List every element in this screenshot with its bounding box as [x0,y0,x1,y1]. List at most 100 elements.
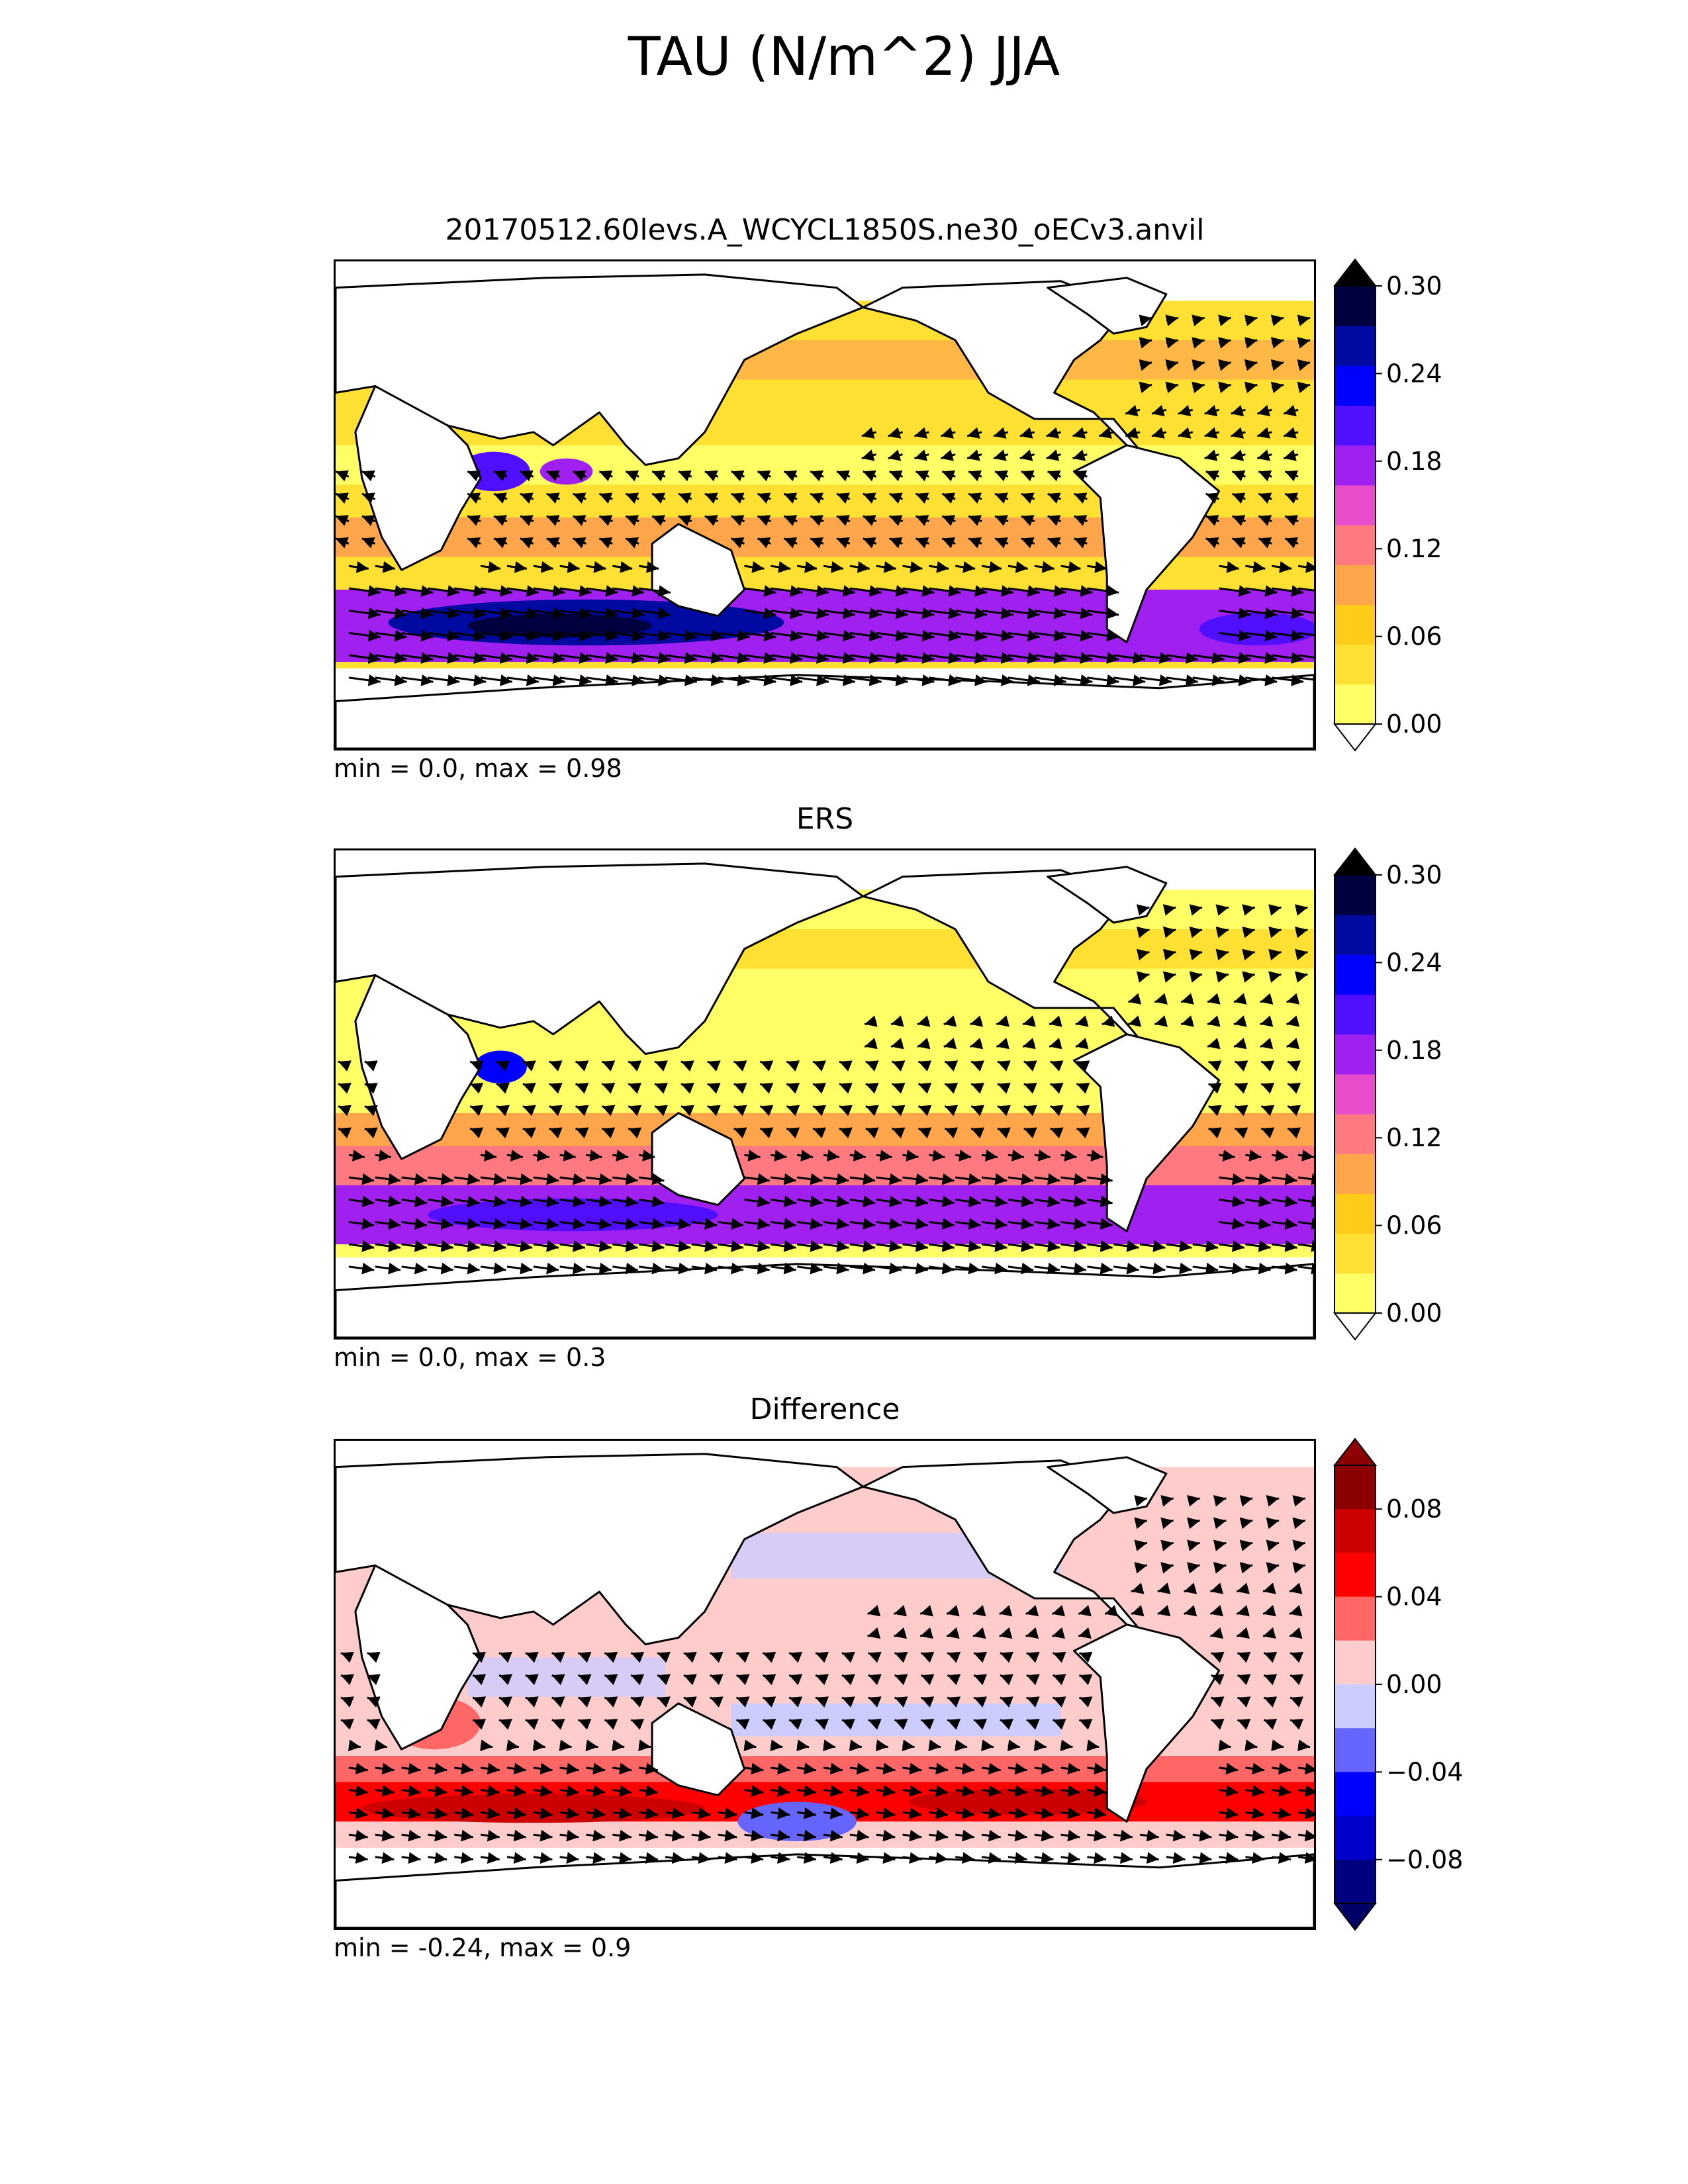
wind-arrow [1237,1651,1251,1663]
panel-title-diff: Difference [749,1392,900,1426]
wind-arrow [454,629,487,642]
wind-arrow [955,629,988,642]
wind-arrow [625,470,639,482]
wind-arrow [1297,676,1314,681]
wind-arrow [498,1696,512,1707]
wind-arrow [454,1785,474,1797]
wind-arrow [559,1262,586,1275]
wind-arrow [940,427,956,439]
wind-arrow [532,1739,545,1752]
wind-arrow [894,1696,908,1707]
wind-arrow [744,1240,770,1252]
wind-arrow [1050,1127,1064,1139]
wind-arrow [876,1785,896,1797]
wind-arrow [454,1807,474,1819]
wind-arrow [929,629,961,642]
wind-arrow [604,1696,618,1707]
wind-arrow [823,652,856,664]
wind-arrow [428,1829,447,1842]
wind-arrow [1165,359,1179,371]
wind-arrow [1189,948,1203,961]
wind-arrow [577,1696,592,1707]
wind-arrow [1297,359,1311,371]
wind-arrow [522,1083,536,1094]
wind-arrow [744,1807,764,1819]
wind-arrow [876,629,908,642]
wind-arrow [375,1195,401,1208]
wind-arrow [525,1651,539,1663]
wind-arrow [1087,1240,1113,1252]
wind-arrow [520,492,534,504]
wind-arrow [1160,1562,1174,1574]
wind-arrow [1162,948,1176,961]
wind-arrow [559,1807,579,1819]
wind-arrow [1034,1150,1051,1161]
wind-arrow [771,1240,796,1252]
wind-arrow [1272,1262,1297,1275]
wind-arrow [841,1696,855,1707]
wind-arrow [493,537,508,549]
wind-arrow [733,1083,747,1094]
wind-arrow [1034,1173,1060,1185]
wind-arrow [1008,629,1040,642]
wind-arrow [1262,1582,1276,1594]
wind-arrow [572,470,587,482]
wind-arrow [1189,904,1203,916]
wind-arrow [480,1829,500,1842]
wind-arrow [1233,993,1247,1005]
wind-arrow [598,537,613,549]
wind-arrow [876,1852,896,1864]
colorbar-over-triangle [1333,1437,1378,1466]
wind-arrow [533,1852,553,1864]
wind-arrow [762,1674,776,1686]
colorbar-tick-label: 0.00 [1386,1670,1442,1699]
wind-arrow [1113,1852,1133,1864]
wind-arrow [1231,427,1246,439]
wind-arrow [915,492,929,504]
wind-arrow [841,1674,855,1686]
wind-arrow [1292,1539,1306,1551]
wind-arrow [929,607,961,619]
wind-arrow [1219,1240,1245,1252]
wind-arrow [867,1627,881,1639]
wind-arrow [994,470,1009,482]
wind-arrow [849,585,882,597]
wind-arrow [1034,629,1066,642]
wind-arrow [1000,1674,1013,1686]
wind-arrow [1270,359,1284,371]
colorbar-under-triangle [1333,723,1378,752]
wind-arrow [1165,337,1179,349]
wind-arrow [1210,1605,1224,1617]
wind-arrow [1219,629,1251,642]
wind-arrow [839,1083,853,1094]
wind-arrow [735,1696,750,1707]
wind-arrow [1098,427,1114,439]
wind-arrow [1219,1762,1239,1775]
wind-arrow [348,674,381,686]
wind-arrow [375,629,407,642]
wind-arrow [683,1696,697,1707]
wind-arrow [1244,337,1258,349]
wind-arrow [586,1150,602,1161]
wind-arrow [710,1651,724,1663]
wind-arrow [598,492,613,504]
wind-arrow [920,1674,935,1686]
wind-arrow [1256,404,1272,417]
wind-arrow [364,1060,378,1071]
wind-arrow [718,1218,744,1230]
wind-arrow [1189,971,1203,983]
wind-arrow [876,1262,902,1275]
wind-arrow [559,607,592,619]
wind-arrow [1008,1195,1034,1208]
wind-arrow [1136,904,1150,916]
wind-arrow [559,1829,579,1842]
wind-arrow [1050,1105,1064,1116]
wind-arrow [546,537,561,549]
wind-arrow [994,515,1009,526]
wind-arrow [525,1674,539,1686]
wind-arrow [868,1674,882,1686]
wind-arrow [955,674,988,686]
wind-arrow [929,1262,955,1275]
wind-arrow [973,1651,988,1663]
wind-arrow [520,470,534,482]
